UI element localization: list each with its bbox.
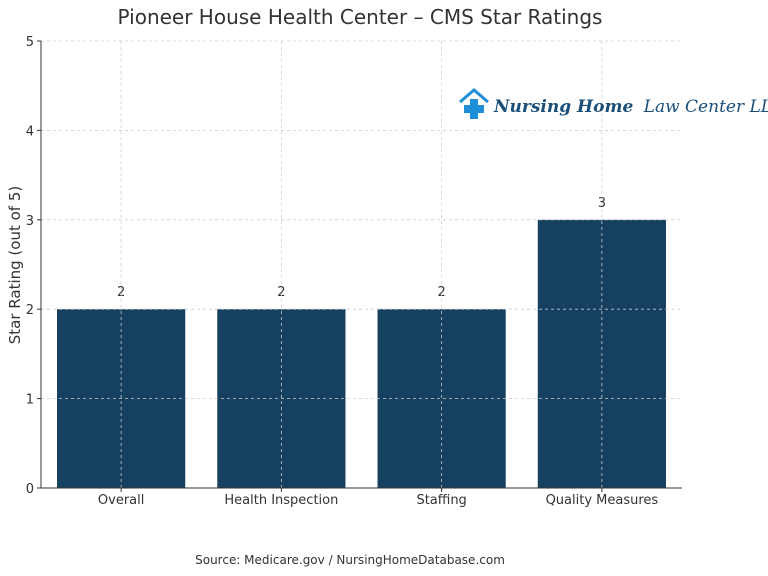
bar-value-label: 2 (277, 285, 285, 300)
bar-value-label: 2 (437, 285, 445, 300)
logo-name-rest: Law Center LLC (643, 97, 768, 117)
y-tick-label: 2 (26, 303, 34, 318)
y-tick-label: 1 (26, 393, 34, 408)
x-tick-label: Quality Measures (546, 493, 659, 508)
axes (37, 40, 682, 492)
chart-title: Pioneer House Health Center – CMS Star R… (118, 5, 603, 29)
y-axis-label: Star Rating (out of 5) (6, 186, 24, 344)
logo: Nursing Home Law Center LLC (459, 88, 768, 119)
y-tick-label: 3 (26, 214, 34, 229)
tick-labels: 0 1 2 3 4 5 Overall Health Inspection Staffing Qu… (26, 35, 659, 508)
y-tick-label: 4 (26, 124, 34, 139)
x-tick-label: Staffing (416, 493, 466, 508)
x-tick-label: Overall (98, 493, 144, 508)
house-cross-icon (459, 88, 489, 119)
y-tick-label: 5 (26, 35, 34, 50)
bar-value-label: 2 (117, 285, 125, 300)
y-tick-label: 0 (26, 482, 34, 497)
logo-name-bold: Nursing Home (493, 97, 633, 117)
logo-text: Nursing Home Law Center LLC (493, 97, 768, 117)
source-note: Source: Medicare.gov / NursingHomeDataba… (195, 553, 505, 567)
bar (377, 309, 506, 488)
bars: 2 2 23 (57, 196, 666, 489)
x-tick-label: Health Inspection (224, 493, 338, 508)
